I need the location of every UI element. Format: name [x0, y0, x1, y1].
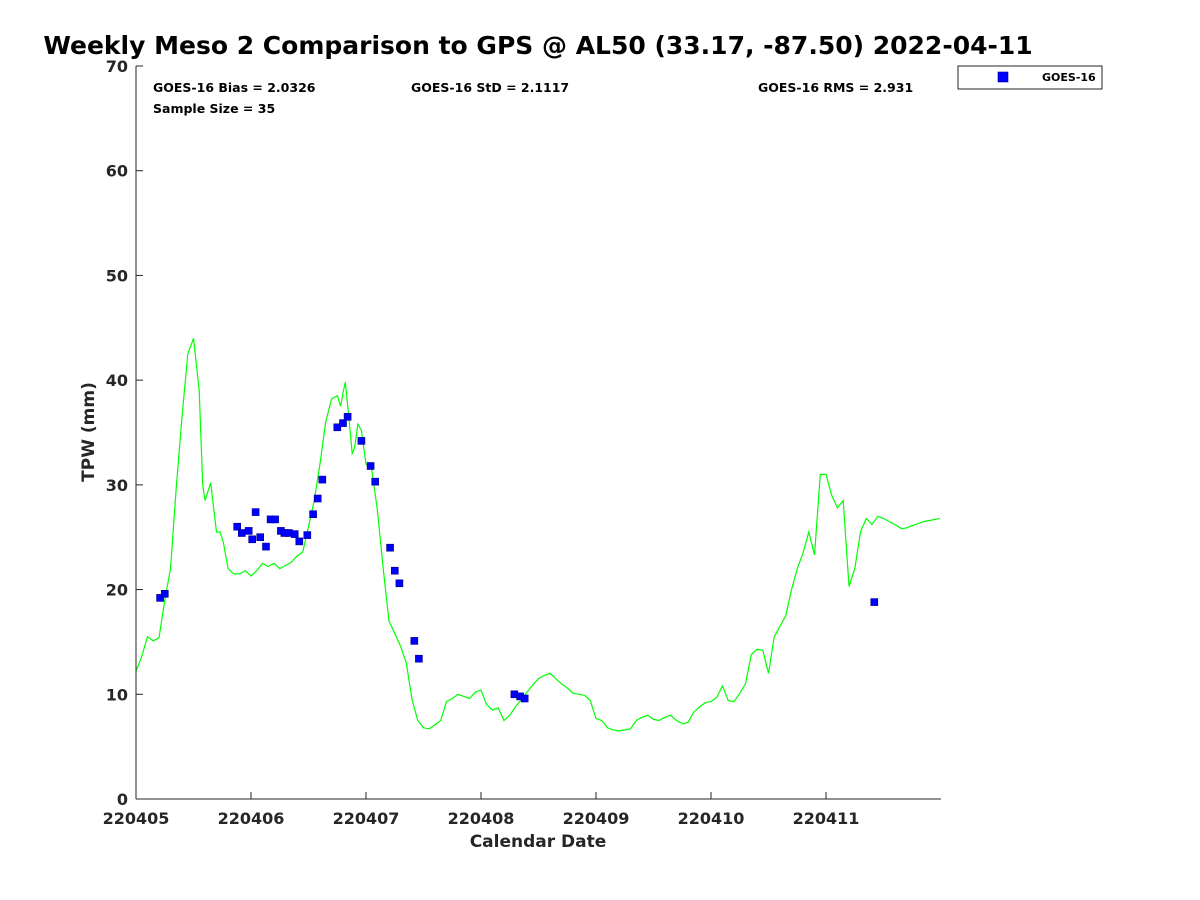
- goes16-point: [343, 412, 352, 421]
- goes16-point: [251, 508, 260, 516]
- goes16-point: [395, 579, 404, 588]
- goes16-point: [244, 527, 253, 535]
- y-tick-label: 0: [117, 790, 128, 809]
- x-tick-label: 220405: [103, 809, 170, 828]
- rms-stat: GOES-16 RMS = 2.931: [758, 80, 913, 95]
- goes16-point: [386, 543, 394, 552]
- x-axis-label: Calendar Date: [470, 832, 607, 852]
- y-tick-label: 30: [106, 476, 128, 495]
- goes16-point: [309, 510, 317, 519]
- goes16-point: [262, 542, 270, 551]
- goes16-point: [161, 589, 169, 598]
- goes16-point: [233, 522, 241, 531]
- legend-marker-goes16: [997, 71, 1009, 83]
- goes16-point: [313, 494, 322, 503]
- goes16-point: [333, 423, 342, 432]
- goes16-markers-layer: [156, 412, 879, 703]
- y-tick-label: 50: [106, 266, 128, 285]
- x-ticks: 220405 220406 220407 220408 220409 220410 2204…: [103, 792, 860, 828]
- goes16-point: [295, 537, 304, 546]
- legend-box: [957, 65, 1103, 90]
- sample-size-stat: Sample Size = 35: [153, 101, 275, 116]
- plot-area: [136, 66, 941, 799]
- x-tick-label: 220406: [218, 809, 285, 828]
- y-tick-label: 20: [106, 581, 128, 600]
- legend: GOES-16: [957, 65, 1103, 90]
- y-tick-label: 40: [106, 371, 128, 390]
- goes16-point: [371, 477, 380, 486]
- goes16-point: [256, 533, 265, 542]
- goes16-point: [366, 462, 375, 470]
- goes16-point: [520, 694, 529, 703]
- y-tick-label: 10: [106, 685, 128, 704]
- goes16-point: [339, 419, 347, 427]
- goes16-point: [303, 531, 312, 539]
- goes16-point: [415, 654, 423, 663]
- goes16-point: [357, 437, 366, 445]
- goes16-point: [248, 535, 256, 544]
- goes16-point: [156, 594, 164, 602]
- goes16-point: [410, 637, 419, 645]
- x-tick-label: 220409: [563, 809, 630, 828]
- y-ticks: 0 10 20 30 40 50 60 70: [106, 57, 143, 809]
- y-tick-label: 70: [106, 57, 128, 76]
- goes16-point: [390, 566, 399, 575]
- x-tick-label: 220410: [678, 809, 745, 828]
- y-axis-label: TPW (mm): [79, 382, 99, 482]
- bias-stat: GOES-16 Bias = 2.0326: [153, 80, 316, 95]
- std-stat: GOES-16 StD = 2.1117: [411, 80, 569, 95]
- y-tick-label: 60: [106, 162, 128, 181]
- x-tick-label: 220411: [793, 809, 860, 828]
- chart-title: Weekly Meso 2 Comparison to GPS @ AL50 (…: [43, 31, 1032, 60]
- goes16-point: [290, 530, 299, 538]
- x-tick-label: 220408: [448, 809, 515, 828]
- goes16-point: [318, 475, 327, 484]
- x-tick-label: 220407: [333, 809, 400, 828]
- goes16-point: [238, 529, 246, 537]
- goes16-point: [870, 598, 879, 606]
- goes16-point: [271, 515, 279, 524]
- legend-label-goes16: GOES-16: [1042, 71, 1096, 84]
